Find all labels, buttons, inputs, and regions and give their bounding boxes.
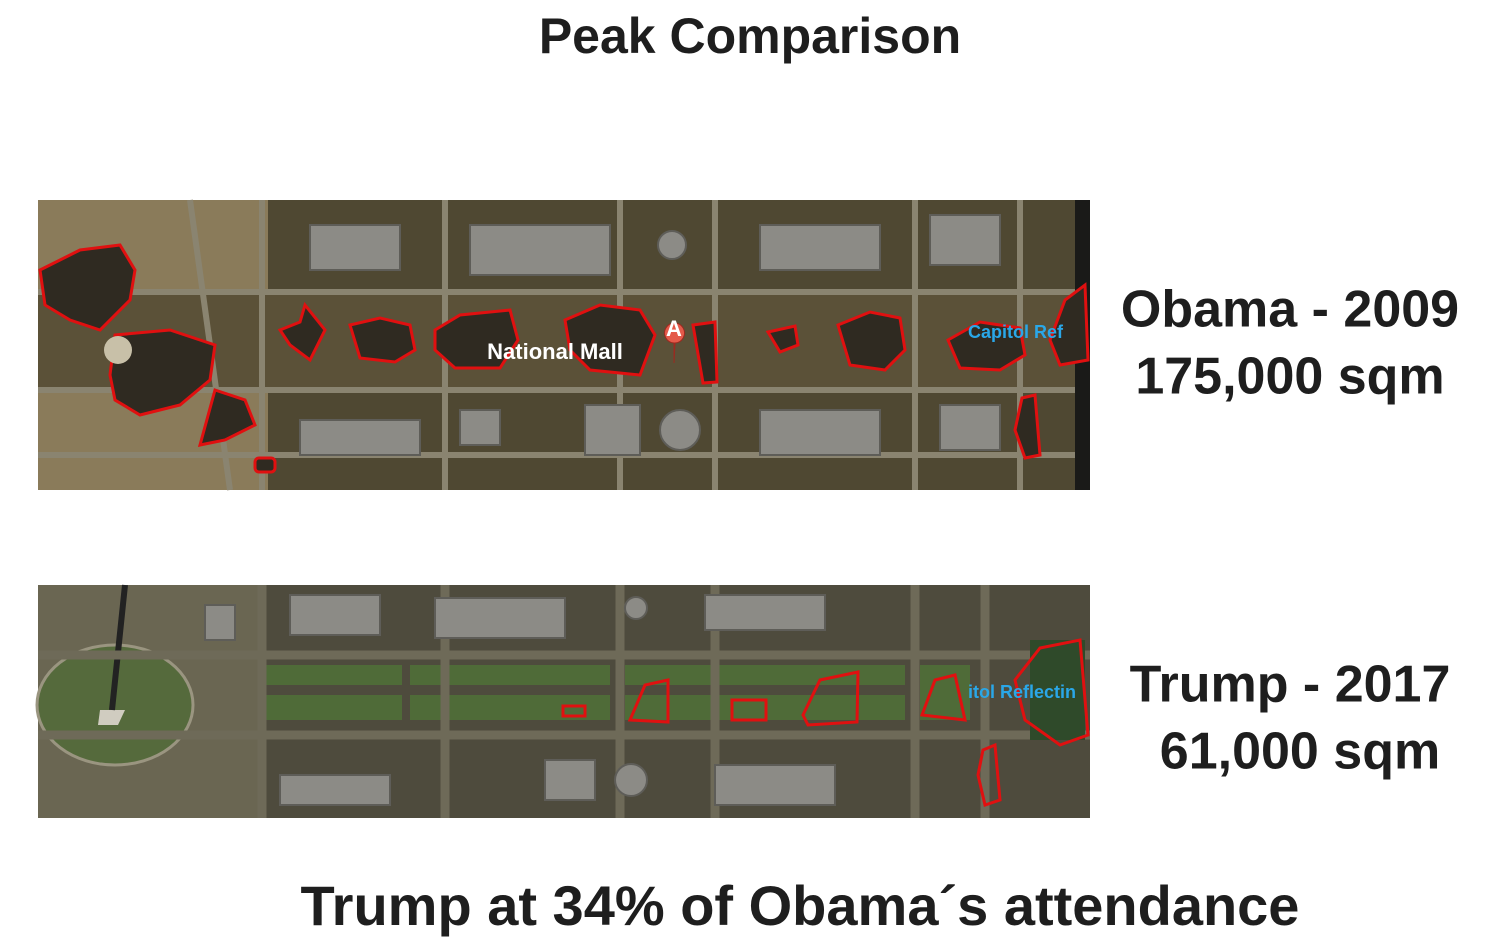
title: Peak Comparison bbox=[539, 8, 961, 64]
panel-label: Trump - 2017 bbox=[1130, 656, 1451, 714]
panel-area: 61,000 sqm bbox=[1160, 723, 1440, 781]
map-2017: itol Reflectin bbox=[35, 584, 1090, 818]
map-label: Capitol Ref bbox=[968, 322, 1064, 342]
map-label: itol Reflectin bbox=[968, 682, 1076, 702]
map-2009: A National Mall Capitol Ref bbox=[38, 199, 1090, 491]
footer: Trump at 34% of Obama´s attendance bbox=[301, 874, 1300, 937]
panel-area: 175,000 sqm bbox=[1135, 348, 1444, 406]
map-label: National Mall bbox=[487, 339, 623, 364]
pin-label: A bbox=[666, 316, 682, 341]
panel-label: Obama - 2009 bbox=[1121, 281, 1459, 339]
